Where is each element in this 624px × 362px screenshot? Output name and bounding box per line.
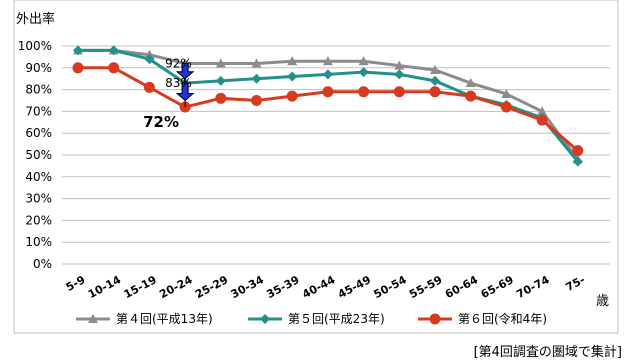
y-tick-label: 10% [25,235,52,249]
legend-item: 第５回(平成23年) [248,312,385,326]
point-marker [429,86,441,98]
point-marker [72,62,84,74]
series-layer [72,45,584,167]
point-marker [393,86,405,98]
point-marker [394,69,405,80]
point-marker [465,78,476,88]
point-marker [251,58,262,68]
y-tick-label: 50% [25,148,52,162]
point-marker [500,101,512,113]
point-marker [572,156,583,167]
y-tick-label: 20% [25,213,52,227]
y-tick-label: 100% [18,39,52,53]
point-marker [430,75,440,86]
annotation-label: 92% [165,56,192,70]
arrow-down-icon [175,62,195,80]
point-marker [429,313,441,325]
point-marker [394,60,405,70]
point-marker [358,56,369,66]
legend-label: 第５回(平成23年) [288,312,385,326]
footnote: [第4回調査の圏域で集計] [474,344,622,360]
point-marker [537,106,548,116]
x-axis-unit: 歳 [596,294,609,309]
y-tick-label: 90% [25,61,52,75]
y-axis-ticks: 0% 10% 20% 30% 40% 50% 60% 70% 80% 90% 100% [18,39,52,271]
annotation-label: 83% [165,76,192,90]
y-tick-label: 0% [33,257,52,271]
point-marker [215,58,226,68]
y-tick-label: 70% [25,104,52,118]
arrow-down-icon [175,82,195,102]
point-marker [73,45,83,56]
point-marker [215,75,226,86]
point-marker [536,114,548,126]
legend-item: 第４回(平成13年) [76,312,213,326]
point-marker [322,86,334,98]
annotation-label: 72% [143,113,179,131]
series-3 [72,62,584,157]
point-marker [430,64,440,74]
point-marker [108,62,120,74]
chart-border [13,0,619,334]
point-marker [251,73,262,84]
legend: 第４回(平成13年) 第５回(平成23年) 第６回(令和4年) [76,311,547,326]
point-marker [143,81,155,93]
point-marker [358,67,369,78]
point-marker [251,95,262,106]
point-marker [501,88,512,98]
point-marker [572,145,584,157]
legend-item: 第６回(令和4年) [418,311,547,326]
y-tick-label: 30% [25,192,52,206]
point-marker [287,71,298,82]
y-axis-title: 外出率 [16,11,55,27]
point-marker [287,56,298,66]
annotation-layer: 92% 83% 72% [143,56,195,131]
point-marker [358,86,370,98]
grid [62,45,610,265]
legend-label: 第６回(令和4年) [458,311,547,326]
y-tick-label: 80% [25,83,52,97]
point-marker [465,90,477,102]
point-marker [215,92,227,104]
legend-label: 第４回(平成13年) [116,312,213,326]
point-marker [260,314,270,324]
point-marker [144,54,155,65]
point-marker [88,314,98,323]
y-tick-label: 40% [25,170,52,184]
point-marker [322,69,333,80]
point-marker [108,45,119,56]
y-tick-label: 60% [25,126,52,140]
point-marker [286,90,298,102]
point-marker [322,56,333,66]
